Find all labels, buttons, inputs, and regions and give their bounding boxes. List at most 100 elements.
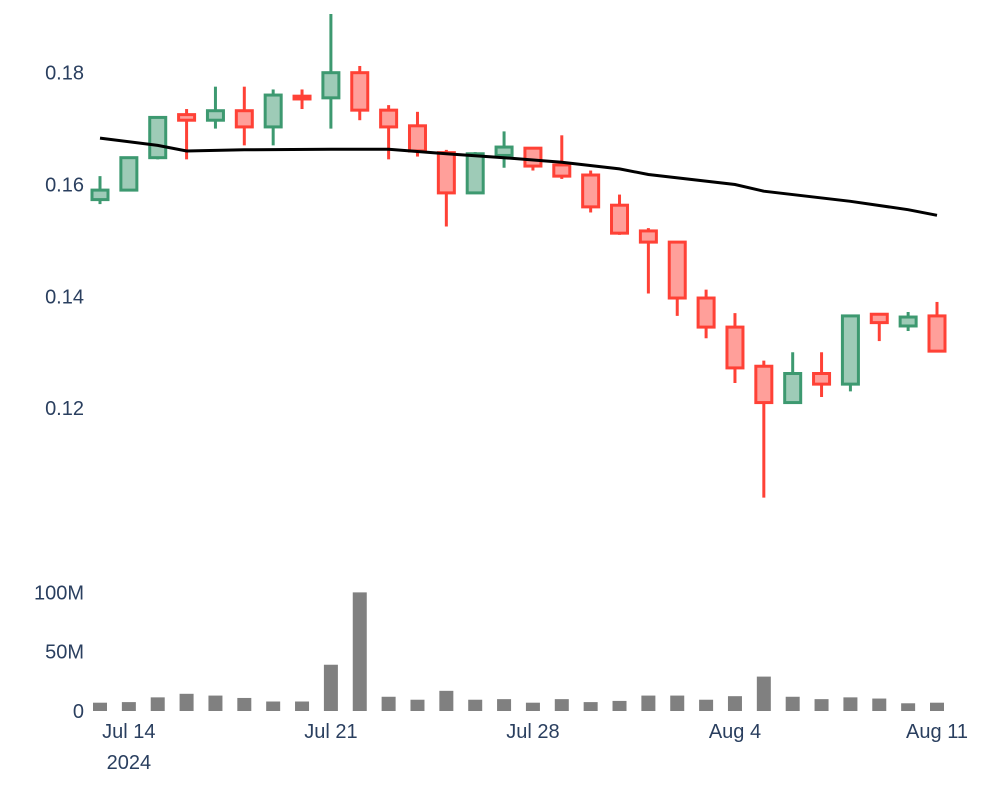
volume-bar	[583, 702, 598, 711]
candle-body	[869, 312, 889, 325]
candle-body	[379, 108, 399, 129]
candle-body	[177, 113, 197, 122]
volume-bar	[930, 702, 944, 711]
candle-increasing	[494, 131, 514, 168]
x-tick-label: Aug 11	[906, 721, 968, 743]
candle-decreasing	[667, 240, 687, 316]
volume-bar	[554, 699, 569, 711]
candle-body	[407, 124, 427, 153]
price-panel: 0.12 0.14 0.16 0.18	[45, 13, 947, 498]
candle-body	[205, 109, 225, 122]
candle-body	[898, 315, 918, 328]
candle-decreasing	[927, 301, 947, 353]
volume-bar	[699, 699, 714, 711]
candle-body	[436, 151, 456, 195]
candle-decreasing	[696, 289, 716, 339]
candle-body	[783, 372, 803, 405]
candle-decreasing	[754, 360, 774, 498]
candle-increasing	[263, 89, 283, 146]
candle-body	[725, 325, 745, 370]
price-y-tick-label: 0.12	[45, 398, 84, 420]
candle-body	[321, 71, 341, 100]
volume-bar	[121, 702, 136, 711]
candle-decreasing	[638, 228, 658, 294]
volume-bar	[727, 696, 742, 711]
volume-bar	[381, 696, 396, 711]
candle-decreasing	[234, 86, 254, 146]
x-tick-label: Jul 21	[304, 721, 357, 743]
price-y-tick-label: 0.16	[45, 175, 84, 197]
volume-bar	[670, 695, 685, 711]
candle-decreasing	[292, 89, 312, 110]
volume-bar	[295, 701, 310, 711]
candle-decreasing	[812, 352, 832, 397]
x-tick-year-label: 2024	[107, 752, 152, 774]
volume-bar	[814, 699, 829, 711]
candle-decreasing	[350, 65, 370, 121]
candle-increasing	[205, 86, 225, 129]
candle-body	[263, 93, 283, 129]
candle-decreasing	[725, 313, 745, 384]
candle-body	[754, 364, 774, 405]
price-y-tick-label: 0.14	[45, 286, 84, 308]
candle-body	[90, 188, 110, 202]
volume-bar	[352, 592, 367, 711]
volume-bar	[150, 697, 165, 711]
candle-increasing	[321, 13, 341, 129]
candle-body	[696, 296, 716, 329]
candle-body	[638, 229, 658, 244]
moving-average-line	[99, 136, 938, 217]
candle-body	[927, 314, 947, 353]
volume-bar	[208, 695, 223, 711]
candle-increasing	[465, 152, 485, 195]
volume-bar	[410, 699, 425, 711]
candle-body	[350, 71, 370, 112]
candle-increasing	[90, 176, 110, 205]
x-axis: Jul 14 2024 Jul 21 Jul 28 Aug 4 Aug 11	[102, 721, 968, 774]
candle-increasing	[783, 352, 803, 405]
x-tick-label: Aug 4	[709, 721, 761, 743]
candle-body	[812, 372, 832, 386]
volume-bar	[468, 699, 483, 711]
volume-panel: 0 50M 100M	[34, 582, 944, 723]
candle-body	[523, 146, 543, 168]
candle-body	[552, 163, 572, 178]
candle-increasing	[898, 312, 918, 332]
candle-body	[494, 145, 514, 157]
price-y-tick-label: 0.18	[45, 63, 84, 85]
candle-body	[119, 156, 139, 192]
candle-body	[840, 314, 860, 386]
volume-bar	[93, 702, 107, 711]
candle-decreasing	[436, 149, 456, 227]
candle-body	[581, 173, 601, 209]
volume-bar	[843, 697, 858, 711]
volume-y-tick-label: 50M	[45, 642, 84, 664]
volume-bar	[641, 695, 656, 711]
volume-bar	[323, 664, 338, 711]
candle-body	[234, 109, 254, 129]
volume-y-tick-label: 100M	[34, 582, 84, 604]
volume-bar	[901, 703, 916, 711]
candle-body	[667, 240, 687, 300]
candle-body	[465, 152, 485, 195]
volume-bar	[785, 696, 800, 711]
x-tick-label: Jul 28	[506, 721, 559, 743]
candle-decreasing	[610, 194, 630, 235]
candle-body	[610, 203, 630, 235]
volume-bar	[872, 698, 887, 711]
volume-bar	[756, 676, 771, 711]
volume-bar	[497, 699, 512, 711]
candle-increasing	[148, 115, 168, 160]
candle-body	[292, 94, 312, 101]
candle-body	[148, 115, 168, 160]
volume-bar	[439, 690, 454, 711]
candle-decreasing	[869, 312, 889, 342]
candle-increasing	[840, 314, 860, 392]
volume-bar	[266, 701, 281, 711]
candle-decreasing	[581, 170, 601, 213]
volume-bar	[179, 693, 194, 711]
candle-decreasing	[552, 135, 572, 179]
volume-bar	[525, 702, 540, 711]
volume-bar	[237, 697, 252, 711]
